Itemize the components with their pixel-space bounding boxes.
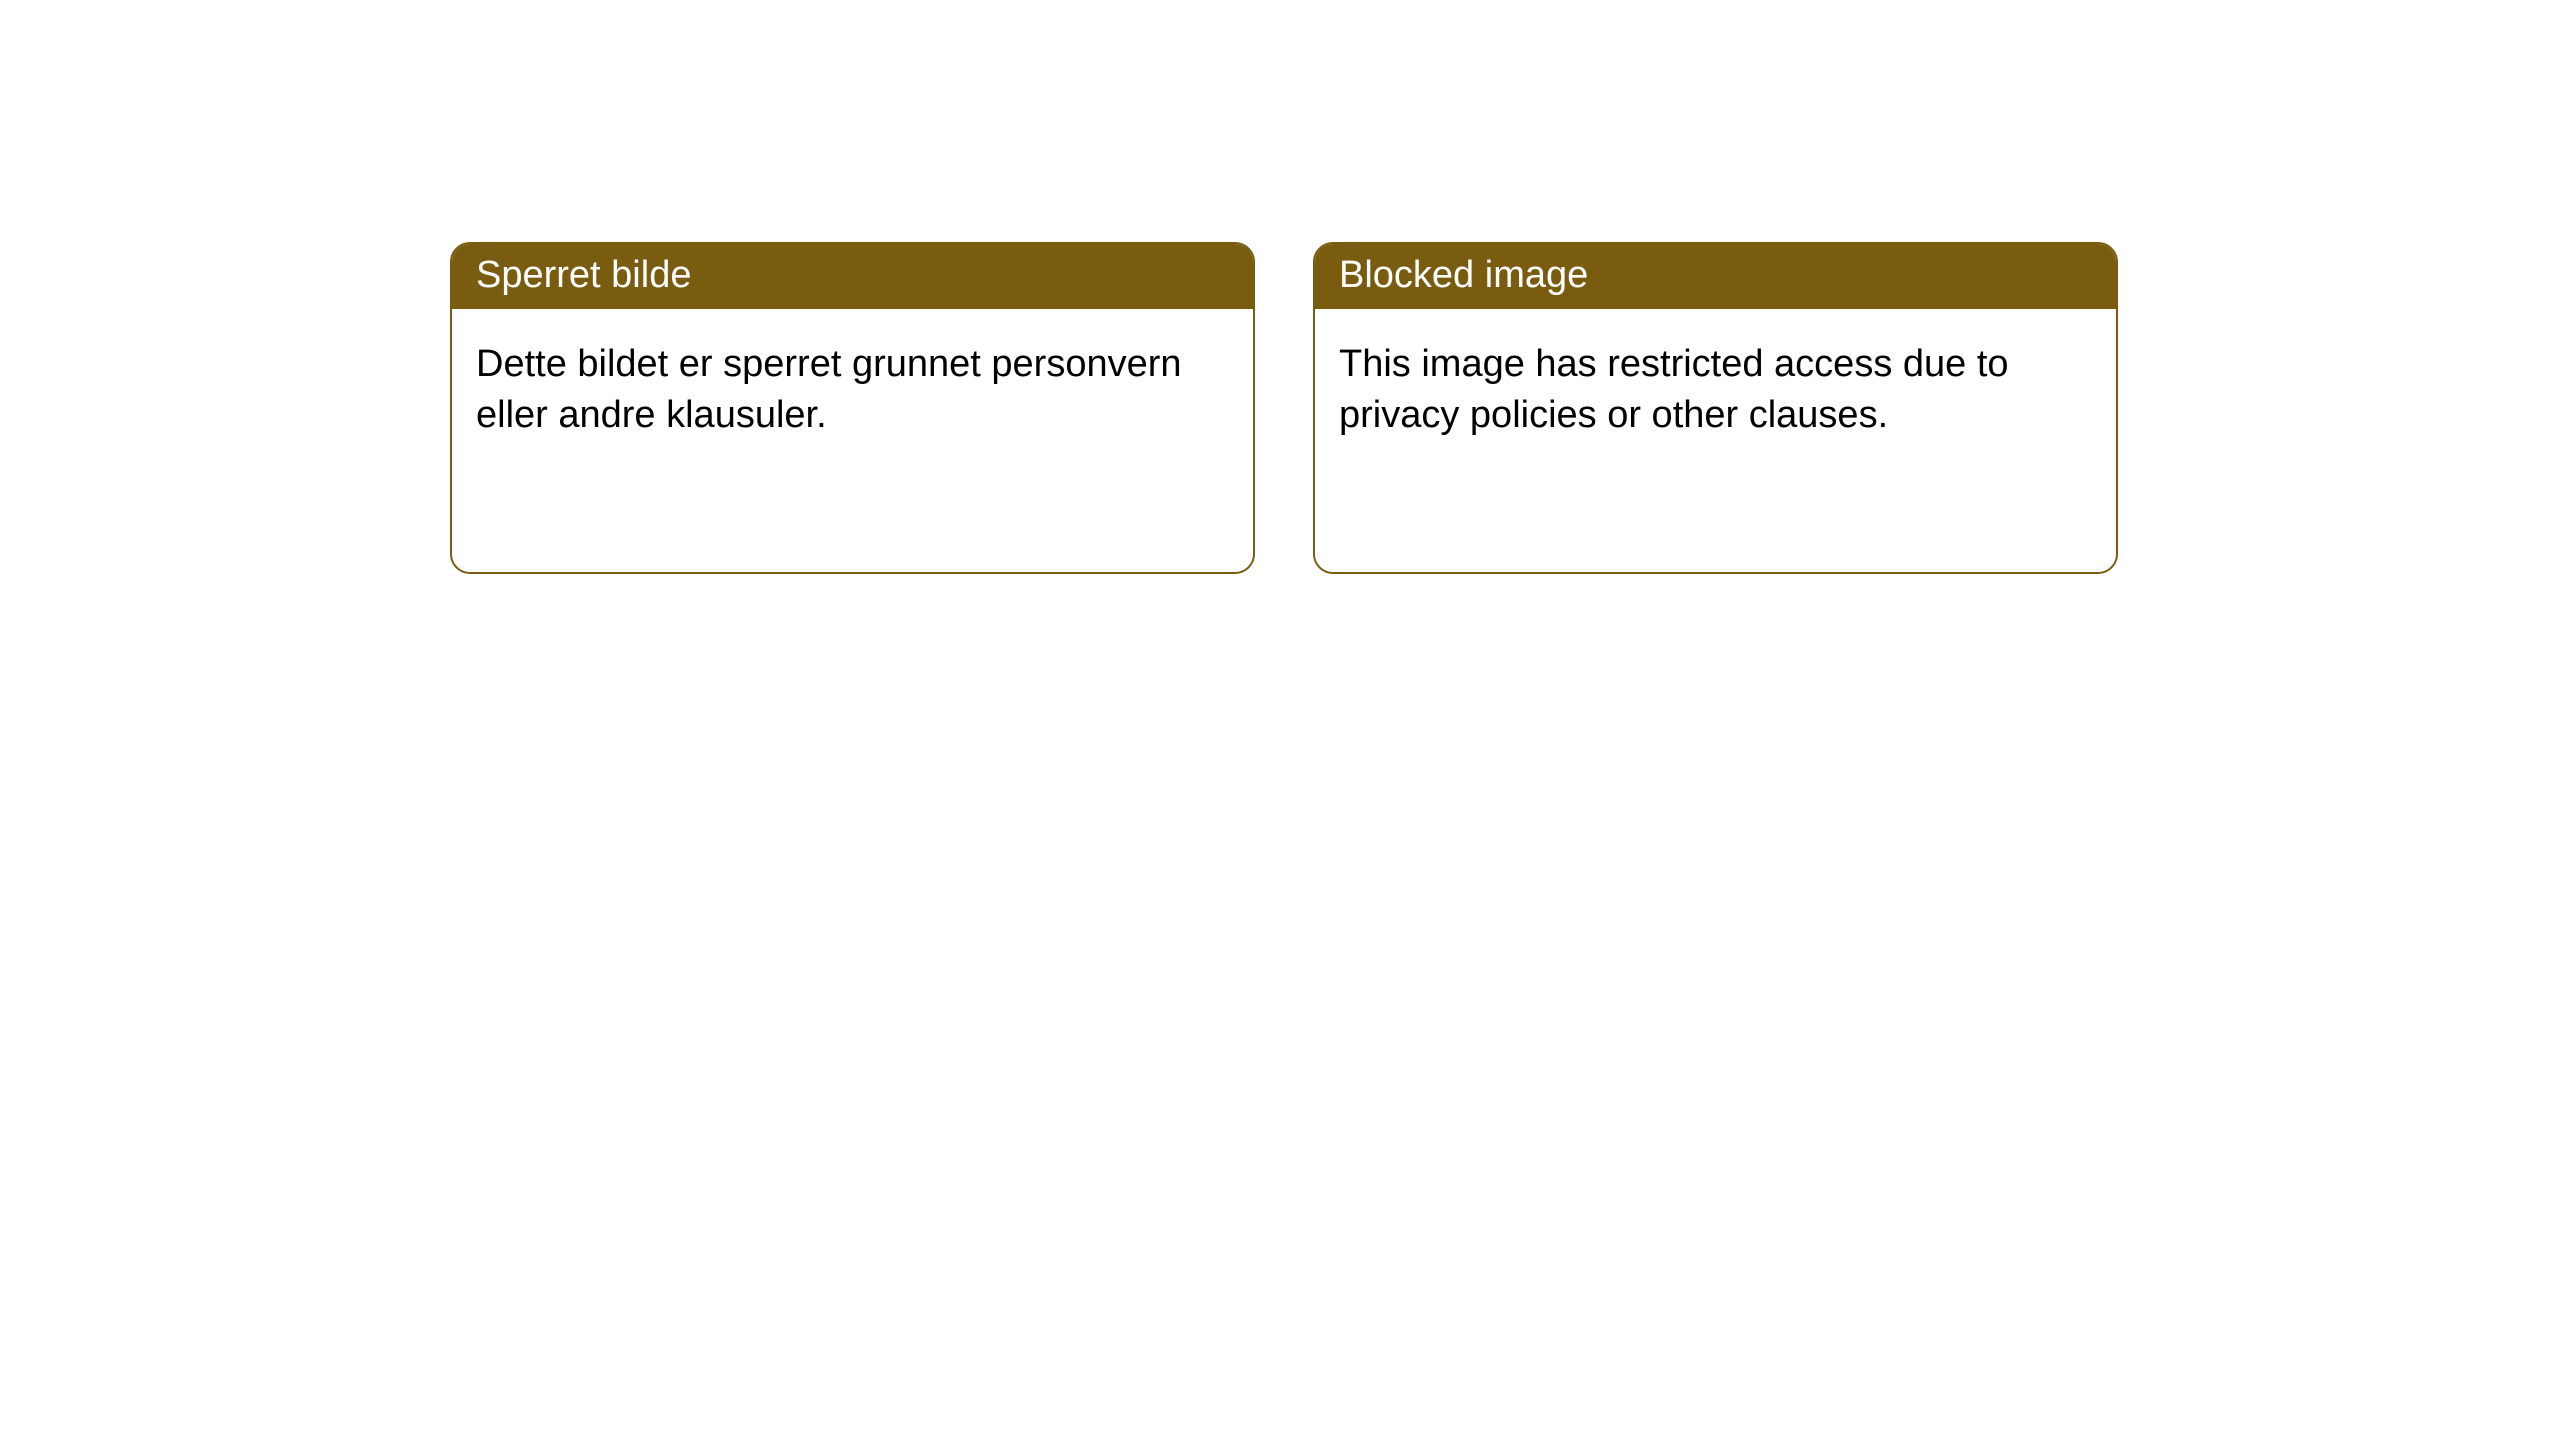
- notice-box-english: Blocked image This image has restricted …: [1313, 242, 2118, 574]
- notice-body-text: This image has restricted access due to …: [1339, 343, 2009, 436]
- notice-container: Sperret bilde Dette bildet er sperret gr…: [0, 0, 2560, 574]
- notice-header: Sperret bilde: [452, 244, 1253, 309]
- notice-title: Blocked image: [1339, 254, 1588, 296]
- notice-body-text: Dette bildet er sperret grunnet personve…: [476, 343, 1182, 436]
- notice-title: Sperret bilde: [476, 254, 691, 296]
- notice-box-norwegian: Sperret bilde Dette bildet er sperret gr…: [450, 242, 1255, 574]
- notice-header: Blocked image: [1315, 244, 2116, 309]
- notice-body: This image has restricted access due to …: [1315, 309, 2116, 472]
- notice-body: Dette bildet er sperret grunnet personve…: [452, 309, 1253, 472]
